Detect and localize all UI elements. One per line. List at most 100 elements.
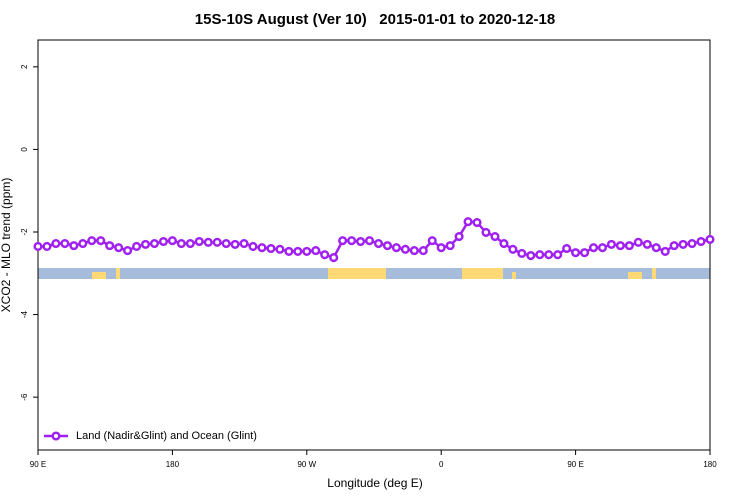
data-point: [239, 239, 249, 249]
data-point: [114, 243, 124, 253]
x-tick-label: 180: [166, 460, 180, 469]
legend-marker: [51, 431, 61, 441]
land-ocean-band: [38, 268, 710, 279]
data-point: [472, 217, 482, 228]
data-point: [329, 253, 339, 263]
y-tick-label: -6: [20, 393, 29, 401]
data-point: [42, 241, 52, 251]
data-point: [463, 217, 473, 227]
x-tick-label: 90 W: [297, 460, 316, 469]
land-band: [462, 268, 503, 279]
data-point: [669, 241, 679, 251]
data-point: [544, 250, 554, 260]
data-point: [705, 234, 715, 244]
data-point: [338, 236, 348, 246]
chart-title: 15S-10S August (Ver 10) 2015-01-01 to 20…: [195, 11, 555, 28]
x-axis-label: Longitude (deg E): [327, 476, 422, 490]
data-point: [284, 246, 294, 256]
data-point: [454, 231, 464, 242]
data-point: [660, 246, 670, 256]
data-point: [203, 237, 213, 247]
data-point: [257, 243, 267, 253]
data-point: [481, 227, 491, 237]
data-point: [409, 246, 419, 256]
data-point: [78, 239, 88, 249]
data-point: [185, 239, 195, 249]
x-tick-label: 90 E: [567, 460, 583, 469]
data-point: [606, 239, 616, 249]
data-point: [302, 246, 312, 256]
land-band: [92, 272, 106, 279]
data-point: [275, 244, 285, 254]
legend-label: Land (Nadir&Glint) and Ocean (Glint): [76, 430, 257, 442]
data-point: [96, 236, 106, 246]
y-tick-label: 2: [20, 64, 29, 69]
data-point: [248, 241, 258, 251]
data-point: [526, 250, 536, 261]
data-point: [615, 241, 625, 251]
data-point: [356, 236, 366, 247]
data-point: [391, 243, 401, 253]
data-point: [436, 243, 446, 253]
y-tick-label: -4: [20, 310, 29, 318]
data-point: [33, 241, 43, 251]
data-point: [221, 239, 231, 249]
data-point: [633, 237, 643, 247]
data-point: [373, 239, 384, 249]
data-point: [517, 248, 527, 259]
data-point: [158, 236, 168, 247]
data-point: [580, 248, 590, 258]
data-point: [642, 239, 652, 249]
data-point: [499, 239, 509, 249]
data-point: [418, 246, 428, 256]
land-band: [628, 272, 642, 279]
data-point: [123, 246, 133, 256]
data-point: [427, 236, 437, 246]
data-point: [311, 246, 321, 256]
x-tick-label: 90 E: [30, 460, 46, 469]
data-point: [588, 243, 599, 253]
land-band: [512, 272, 516, 279]
data-point: [149, 239, 160, 249]
land-band: [652, 268, 656, 279]
data-point: [508, 244, 518, 254]
x-tick-label: 0: [439, 460, 444, 469]
data-point: [490, 231, 500, 242]
data-point: [687, 239, 697, 249]
data-point: [140, 239, 151, 249]
data-point: [194, 236, 204, 247]
data-point: [678, 239, 688, 249]
data-point: [293, 246, 303, 256]
data-point: [562, 243, 572, 254]
data-point: [51, 239, 61, 249]
series-line: [38, 220, 711, 260]
data-point: [696, 236, 706, 247]
data-point: [87, 236, 97, 246]
data-point: [553, 250, 563, 260]
land-band: [328, 268, 386, 279]
data-point: [60, 239, 70, 249]
data-point: [624, 241, 634, 251]
data-point: [382, 241, 392, 251]
data-point: [320, 250, 330, 260]
x-tick-label: 180: [703, 460, 717, 469]
y-axis-label: XCO2 - MLO trend (ppm): [0, 178, 13, 313]
data-point: [212, 237, 222, 247]
data-point: [266, 243, 276, 254]
data-point: [105, 241, 115, 251]
data-point: [167, 236, 177, 246]
data-point: [597, 243, 608, 253]
data-point: [400, 244, 410, 254]
data-point: [651, 243, 661, 253]
data-point: [176, 239, 186, 249]
data-point: [69, 241, 79, 251]
data-point: [364, 236, 375, 246]
data-point: [132, 241, 142, 251]
data-point: [445, 241, 455, 251]
y-tick-label: 0: [20, 147, 29, 152]
y-tick-label: -2: [20, 228, 29, 236]
data-point: [347, 236, 357, 246]
land-band: [116, 268, 120, 279]
data-point: [230, 239, 240, 249]
